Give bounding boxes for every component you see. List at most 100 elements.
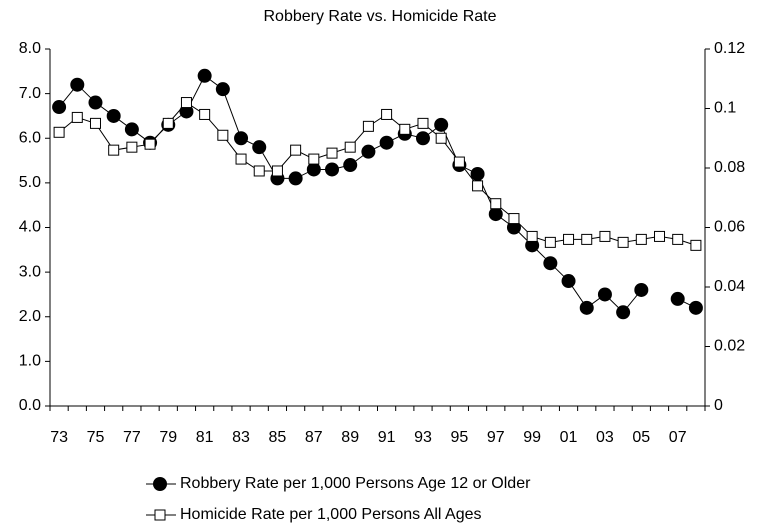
y-tick-label: 8.0: [19, 40, 41, 57]
point: [617, 236, 629, 248]
point: [544, 236, 556, 248]
x-tick-label: 03: [596, 429, 614, 446]
y2-tick-label: 0.06: [714, 219, 745, 236]
x-tick-label: 05: [632, 429, 650, 446]
x-tick-label: 85: [269, 429, 287, 446]
point: [326, 147, 338, 159]
point: [508, 213, 520, 225]
point: [672, 233, 684, 245]
point: [634, 282, 649, 297]
point: [162, 117, 174, 129]
point: [144, 138, 156, 150]
x-tick-label: 95: [450, 429, 468, 446]
x-tick-label: 79: [159, 429, 177, 446]
point: [253, 165, 265, 177]
point: [180, 97, 192, 109]
point: [271, 165, 283, 177]
point: [70, 77, 85, 92]
x-tick-label: 75: [87, 429, 105, 446]
point: [690, 239, 702, 251]
point: [52, 100, 67, 115]
point: [124, 122, 139, 137]
legend-label: Homicide Rate per 1,000 Persons All Ages: [180, 506, 482, 523]
legend-marker: [153, 477, 167, 491]
point: [399, 123, 411, 135]
point: [470, 166, 485, 181]
x-tick-label: 93: [414, 429, 432, 446]
point: [616, 305, 631, 320]
x-tick-label: 73: [50, 429, 68, 446]
point: [235, 153, 247, 165]
point: [561, 274, 576, 289]
point: [361, 144, 376, 159]
point: [670, 291, 685, 306]
point: [252, 140, 267, 155]
y2-tick-label: 0.08: [714, 159, 745, 176]
point: [472, 180, 484, 192]
x-tick-label: 01: [560, 429, 578, 446]
series-line: [58, 101, 697, 246]
point: [234, 131, 249, 146]
x-tick-label: 81: [196, 429, 214, 446]
x-tick-label: 83: [232, 429, 250, 446]
x-tick-label: 97: [487, 429, 505, 446]
chart-title: Robbery Rate vs. Homicide Rate: [264, 8, 497, 25]
point: [306, 162, 321, 177]
y2-tick-label: 0.02: [714, 338, 745, 355]
point: [563, 233, 575, 245]
y-tick-label: 5.0: [19, 174, 41, 191]
point: [417, 117, 429, 129]
point: [53, 126, 65, 138]
y-tick-label: 4.0: [19, 219, 41, 236]
point: [597, 287, 612, 302]
point: [88, 95, 103, 110]
legend-marker: [154, 509, 166, 521]
point: [215, 82, 230, 97]
point: [490, 198, 502, 210]
y2-tick-label: 0: [714, 397, 723, 414]
x-tick-label: 87: [305, 429, 323, 446]
point: [453, 156, 465, 168]
point: [543, 256, 558, 271]
point: [71, 111, 83, 123]
y-tick-label: 0.0: [19, 397, 41, 414]
point: [435, 132, 447, 144]
point: [635, 233, 647, 245]
point: [381, 108, 393, 120]
point: [89, 117, 101, 129]
y2-tick-label: 0.1: [714, 100, 736, 117]
point: [217, 129, 229, 141]
x-tick-label: 99: [523, 429, 541, 446]
point: [688, 300, 703, 315]
x-tick-label: 91: [378, 429, 396, 446]
point: [526, 230, 538, 242]
y-tick-label: 7.0: [19, 85, 41, 102]
y2-tick-label: 0.04: [714, 278, 745, 295]
point: [579, 300, 594, 315]
point: [343, 158, 358, 173]
point: [199, 108, 211, 120]
point: [379, 135, 394, 150]
point: [197, 68, 212, 83]
point: [126, 141, 138, 153]
y-tick-label: 3.0: [19, 263, 41, 280]
point: [344, 141, 356, 153]
point: [434, 117, 449, 132]
y-tick-label: 6.0: [19, 129, 41, 146]
point: [288, 171, 303, 186]
x-tick-label: 77: [123, 429, 141, 446]
point: [599, 230, 611, 242]
point: [581, 233, 593, 245]
x-tick-label: 07: [669, 429, 687, 446]
point: [108, 144, 120, 156]
legend-label: Robbery Rate per 1,000 Persons Age 12 or…: [180, 475, 531, 492]
point: [362, 120, 374, 132]
point: [290, 144, 302, 156]
point: [106, 108, 121, 123]
y2-tick-label: 0.12: [714, 40, 745, 57]
point: [308, 153, 320, 165]
point: [488, 207, 503, 222]
point: [415, 131, 430, 146]
point: [325, 162, 340, 177]
